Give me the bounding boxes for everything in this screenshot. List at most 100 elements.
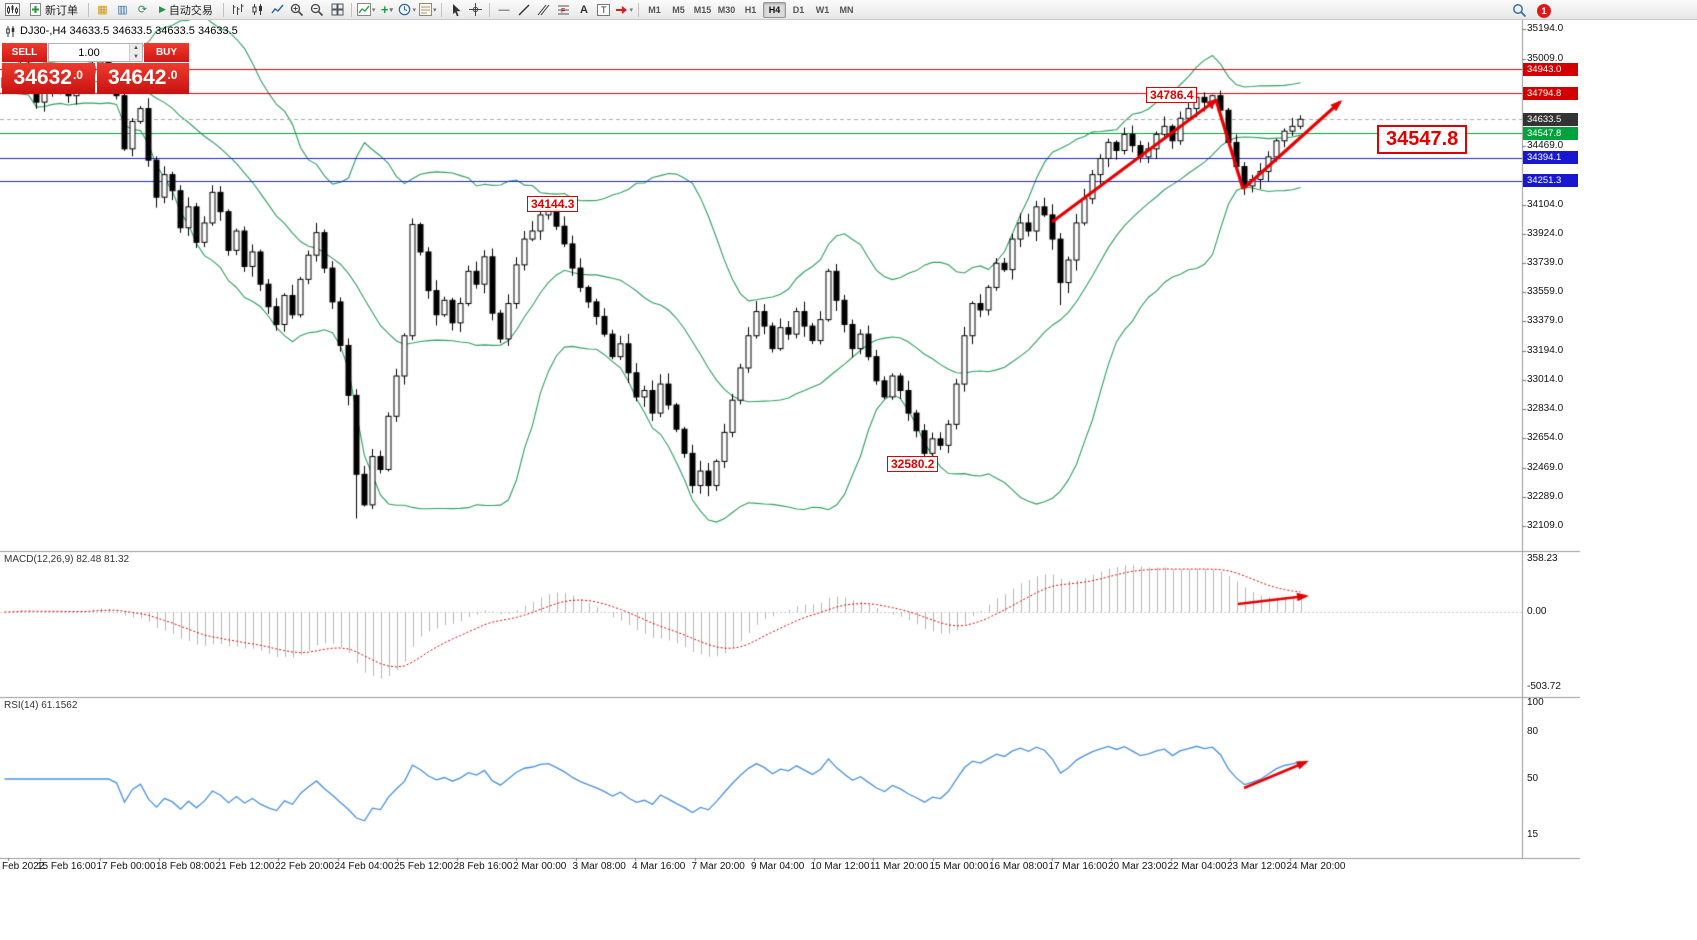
time-axis-label: 22 Mar 04:00 — [1167, 861, 1227, 872]
rsi-axis-label: 15 — [1527, 829, 1539, 840]
text-icon[interactable]: A — [579, 3, 588, 16]
annotation-level-price-big: 34547.8 — [1377, 125, 1468, 154]
new-order-button[interactable]: 新订单 — [23, 1, 84, 19]
svg-text:T: T — [601, 5, 607, 15]
new-order-label: 新订单 — [45, 4, 78, 17]
tab-timeframe-mn[interactable]: MN — [835, 2, 858, 18]
price-tag: 34794.8 — [1523, 86, 1578, 100]
price-axis-label: 34104.0 — [1527, 198, 1564, 210]
price-axis-label: 34469.0 — [1527, 139, 1564, 151]
annotation-price-32580: 32580.2 — [887, 456, 939, 472]
horizontal-line-icon[interactable]: — — [498, 3, 510, 16]
toolbar-separator — [489, 2, 491, 17]
time-axis-label: 4 Mar 16:00 — [632, 861, 686, 872]
fibonacci-icon[interactable]: F — [554, 1, 573, 18]
marketwatch-icon[interactable]: ▦ — [97, 4, 108, 16]
lot-increment-button[interactable]: ▲ — [130, 44, 142, 53]
toolbar-separator — [350, 2, 352, 17]
play-icon: ▶ — [159, 4, 166, 14]
time-axis-label: 24 Mar 20:00 — [1286, 861, 1346, 872]
time-axis-label: 18 Feb 08:00 — [156, 861, 215, 872]
time-axis-label: 2 Mar 00:00 — [513, 861, 567, 872]
chart-window-icon[interactable] — [3, 1, 22, 18]
tile-windows-icon[interactable] — [328, 1, 347, 18]
price-axis-label: 32109.0 — [1527, 520, 1564, 531]
price-axis-label: 33739.0 — [1527, 257, 1564, 269]
tab-timeframe-m15[interactable]: M15 — [691, 2, 714, 18]
time-axis-label: 17 Mar 16:00 — [1048, 861, 1108, 872]
tab-timeframe-m30[interactable]: M30 — [715, 2, 738, 18]
price-tag: 34547.8 — [1523, 126, 1578, 140]
line-chart-icon[interactable] — [268, 1, 287, 18]
trendline-icon[interactable] — [514, 1, 533, 18]
zoom-in-icon[interactable] — [288, 1, 307, 18]
one-click-trade-panel: SELL ▲ ▼ BUY 34632 .0 34642 .0 — [2, 43, 189, 94]
time-axis-label: 20 Mar 23:00 — [1108, 861, 1167, 872]
price-tag: 34394.1 — [1523, 151, 1578, 165]
caret-icon: ▾ — [389, 6, 393, 14]
bar-chart-icon[interactable] — [228, 1, 247, 18]
tab-timeframe-w1[interactable]: W1 — [811, 2, 834, 18]
sell-button[interactable]: SELL — [2, 43, 47, 62]
tab-timeframe-m5[interactable]: M5 — [667, 2, 690, 18]
price-axis-label: 32834.0 — [1527, 403, 1564, 415]
price-tag: 34251.3 — [1523, 174, 1578, 188]
time-axis-label: 15 Mar 00:00 — [929, 861, 989, 872]
search-icon[interactable] — [1510, 2, 1529, 19]
price-tag: 34943.0 — [1523, 62, 1578, 76]
time-axis-label: 25 Feb 12:00 — [394, 861, 453, 872]
time-axis-label: 24 Feb 04:00 — [334, 861, 394, 872]
period-clock-icon[interactable]: ▾ — [397, 1, 417, 18]
caret-icon: ▾ — [629, 6, 633, 14]
price-axis-label: 33559.0 — [1527, 286, 1564, 298]
template-icon[interactable]: ▾ — [418, 1, 438, 18]
price-axis-label: 33194.0 — [1527, 345, 1564, 357]
price-tag: 34633.5 — [1523, 112, 1578, 126]
zoom-out-icon[interactable] — [308, 1, 327, 18]
lot-size-input[interactable] — [49, 44, 129, 61]
navigator-icon[interactable]: ⟳ — [137, 4, 148, 16]
tab-timeframe-h4[interactable]: H4 — [762, 1, 786, 18]
sell-price-button[interactable]: 34632 .0 — [2, 63, 95, 94]
data-window-icon[interactable]: ▥ — [117, 4, 128, 16]
tab-timeframe-d1[interactable]: D1 — [787, 2, 810, 18]
tab-timeframe-m1[interactable]: M1 — [643, 2, 666, 18]
notification-badge[interactable]: 1 — [1537, 3, 1551, 18]
timeframe-group: M1 M5 M15 M30 H1 H4 D1 W1 MN — [643, 1, 858, 18]
time-axis-label: 9 Mar 04:00 — [751, 861, 805, 872]
time-axis-label: 23 Mar 12:00 — [1227, 861, 1286, 872]
annotation-price-34786: 34786.4 — [1146, 87, 1198, 103]
autotrading-button[interactable]: ▶ 自动交易 — [153, 1, 219, 19]
tab-timeframe-h1[interactable]: H1 — [739, 2, 762, 18]
toolbar-right-group: 1 — [1510, 2, 1551, 19]
lot-decrement-button[interactable]: ▼ — [130, 52, 142, 61]
caret-icon: ▾ — [371, 6, 376, 14]
price-axis-label: 35194.0 — [1527, 23, 1564, 34]
candlestick-chart-icon[interactable] — [248, 1, 267, 18]
channel-icon[interactable] — [534, 1, 553, 18]
rsi-axis-label: 100 — [1527, 697, 1544, 708]
chart-title: DJ30-,H4 34633.5 34633.5 34633.5 34633.5 — [5, 25, 238, 37]
indicators-icon[interactable]: ▾ — [356, 1, 377, 18]
crosshair-icon[interactable] — [466, 1, 485, 18]
add-indicator-icon[interactable]: + ▾ — [380, 2, 393, 17]
arrow-shapes-icon[interactable]: ▾ — [614, 1, 634, 18]
price-axis-label: 32469.0 — [1527, 462, 1564, 473]
time-axis-label: 21 Feb 12:00 — [215, 861, 275, 872]
buy-button[interactable]: BUY — [144, 43, 189, 62]
price-axis-label: 32289.0 — [1527, 491, 1564, 502]
time-axis-label: Feb 2022 — [2, 861, 45, 872]
buy-price-button[interactable]: 34642 .0 — [96, 63, 189, 94]
buy-price-int: 34642 — [108, 66, 167, 89]
time-axis-label: 3 Mar 08:00 — [572, 861, 626, 872]
text-label-icon[interactable]: T — [594, 1, 613, 18]
chart-title-icon — [6, 25, 15, 37]
chart-title-text: DJ30-,H4 34633.5 34633.5 34633.5 34633.5 — [20, 25, 238, 37]
cursor-icon[interactable] — [446, 1, 465, 18]
toolbar-separator — [441, 2, 443, 17]
buy-price-dec: .0 — [167, 68, 178, 82]
annotation-price-34144: 34144.3 — [527, 196, 579, 212]
price-axis-label: 33924.0 — [1527, 227, 1564, 239]
